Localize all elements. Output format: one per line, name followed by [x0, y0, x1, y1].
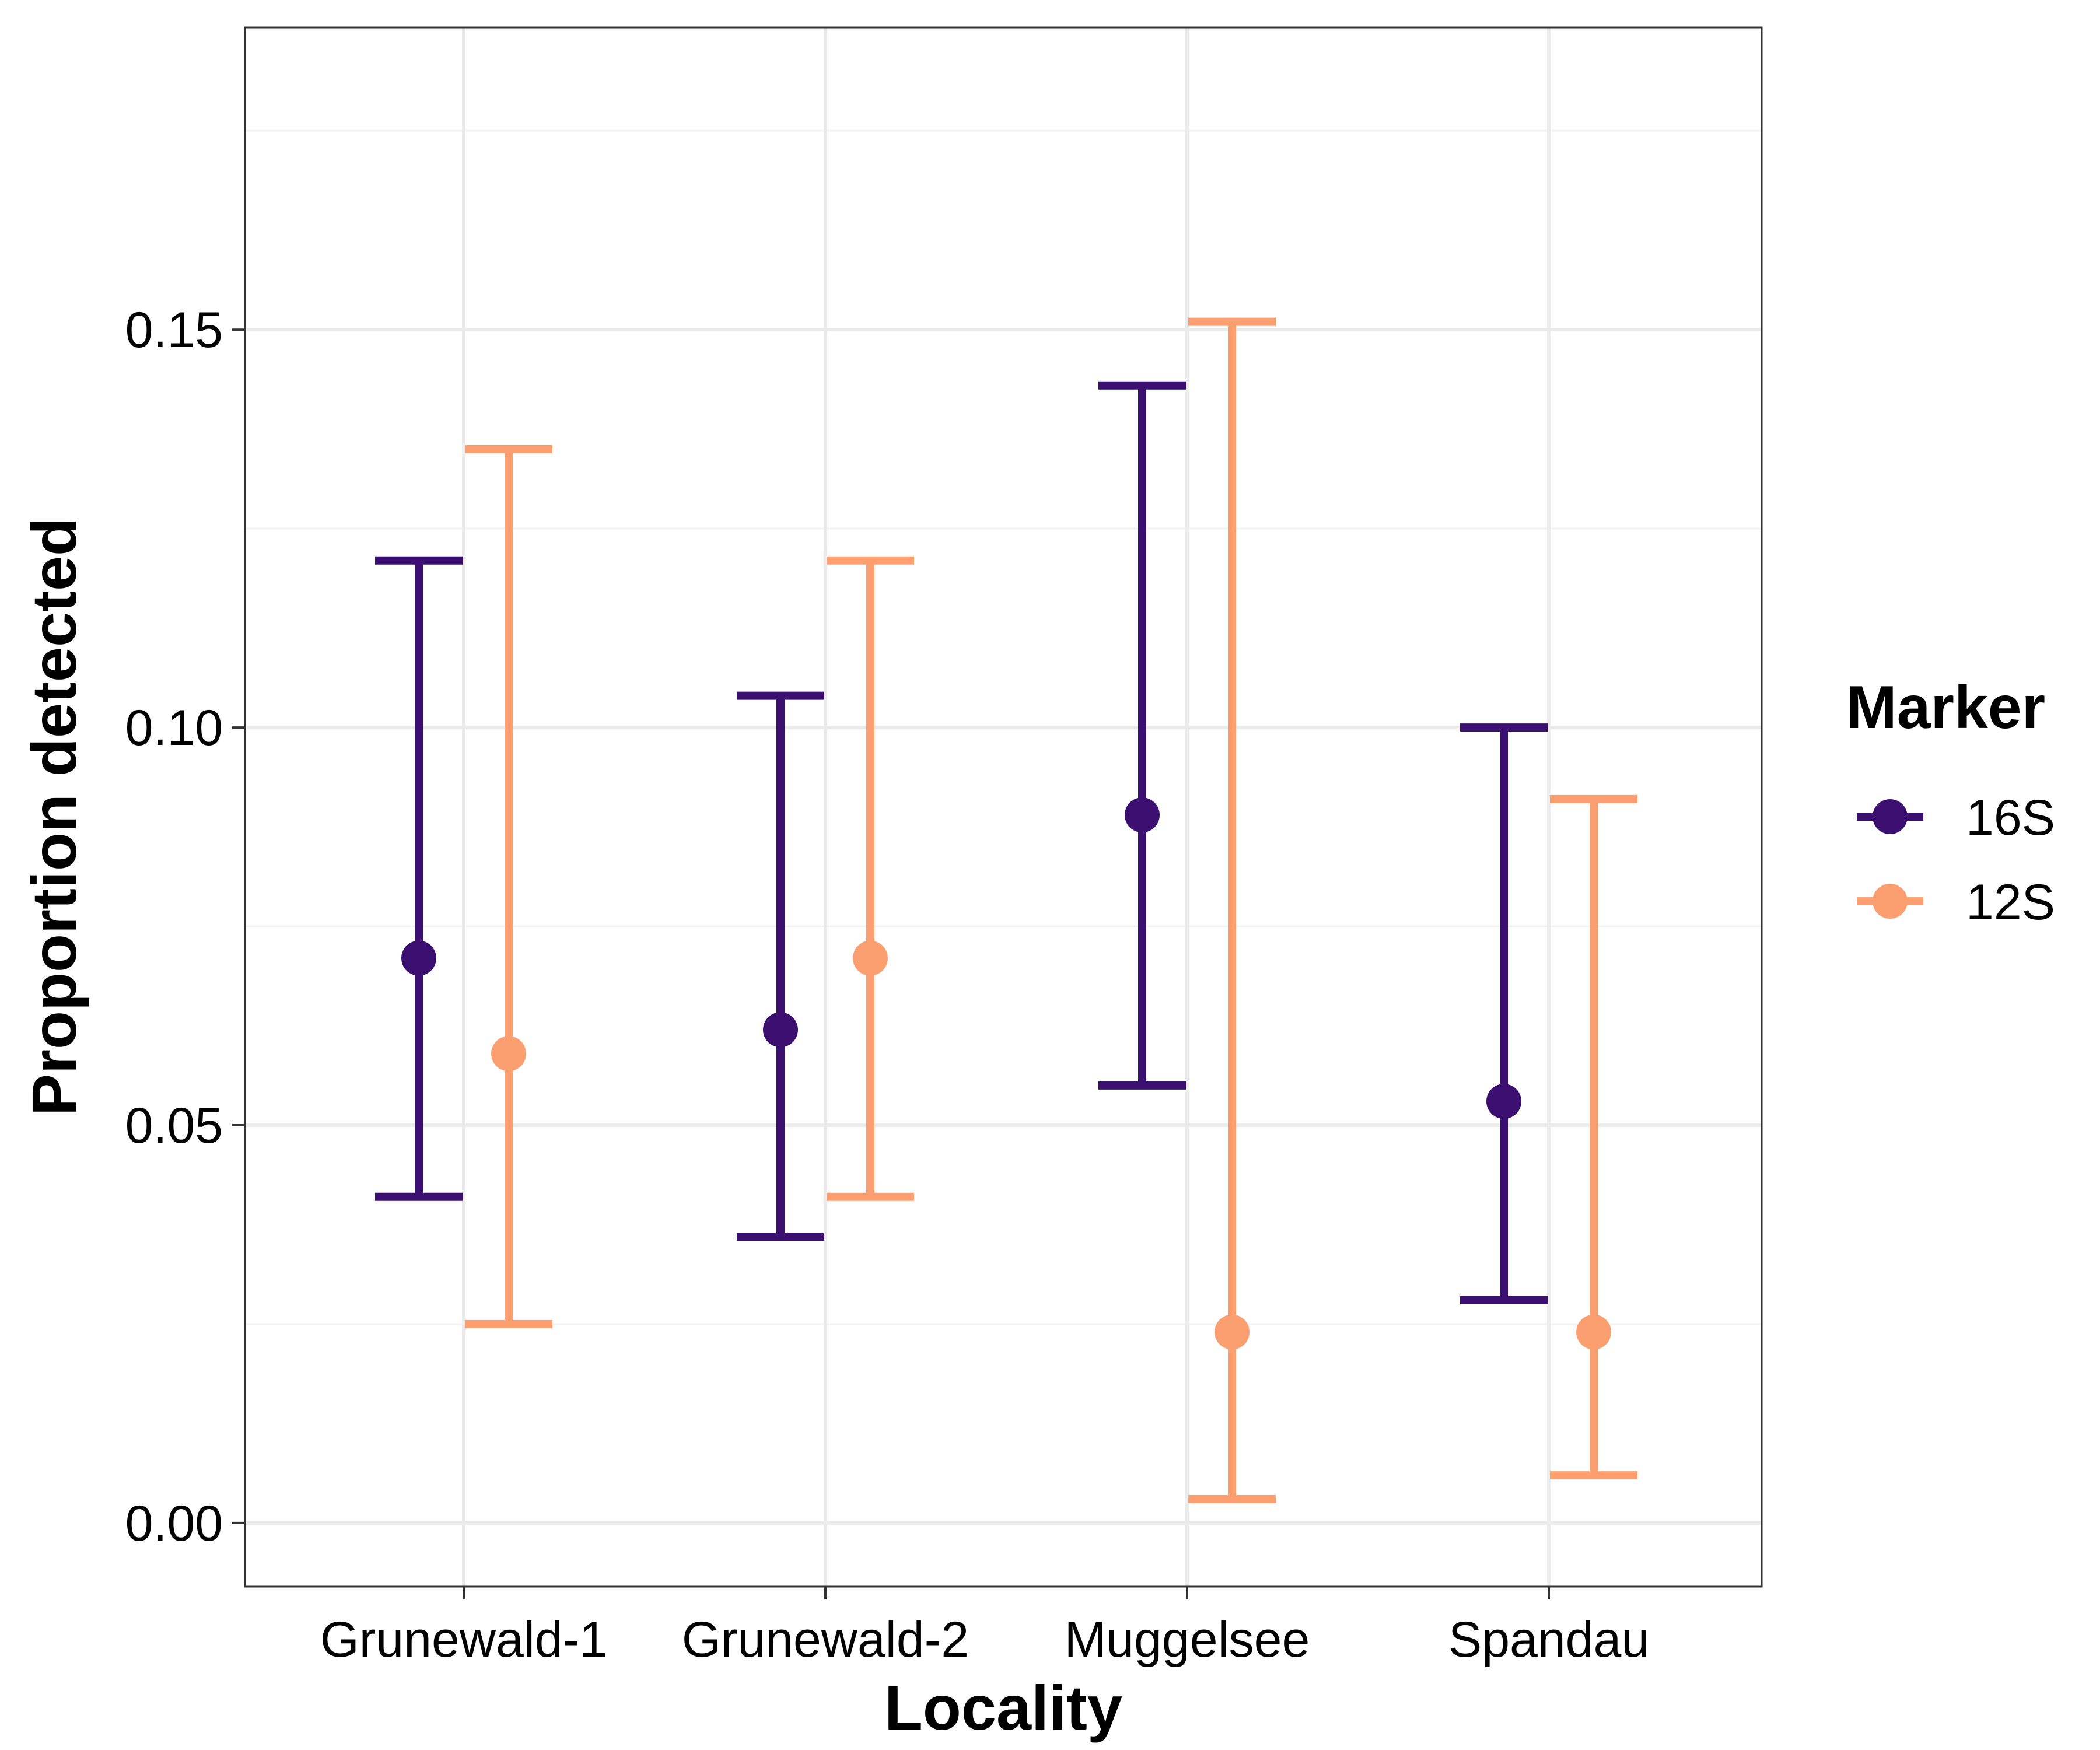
error-bar-marks [375, 317, 1637, 1503]
grid-lines [245, 27, 1762, 1587]
estimate-point [1576, 1314, 1611, 1350]
estimate-point [491, 1036, 526, 1072]
estimate-point [853, 940, 888, 976]
y-axis-title: Proportion detected [19, 517, 89, 1116]
legend: Marker 16S 12S [1846, 674, 2055, 930]
estimate-point [763, 1012, 798, 1048]
estimate-point [1214, 1314, 1250, 1350]
plot-panel [245, 27, 1762, 1587]
legend-key-point [1873, 884, 1908, 919]
estimate-point [401, 940, 436, 976]
x-tick-label: Grunewald-1 [320, 1612, 607, 1668]
y-tick-label: 0.05 [125, 1098, 223, 1154]
x-tick-label: Grunewald-2 [682, 1612, 969, 1668]
y-tick-label: 0.00 [125, 1496, 223, 1552]
x-axis-title: Locality [884, 1672, 1122, 1743]
legend-key-point [1873, 799, 1908, 834]
legend-title: Marker [1846, 674, 2045, 741]
x-tick-label: Spandau [1448, 1612, 1649, 1668]
axes: 0.00 0.05 0.10 0.15 Grunewald-1 Grunewald-2 Mu… [125, 302, 1650, 1668]
legend-label: 16S [1966, 790, 2055, 846]
y-tick-label: 0.10 [125, 700, 223, 756]
estimate-point [1125, 797, 1160, 833]
x-tick-label: Muggelsee [1065, 1612, 1310, 1668]
plot-border [244, 26, 1763, 1588]
estimate-point [1486, 1084, 1521, 1119]
y-tick-label: 0.15 [125, 302, 223, 358]
legend-label: 12S [1966, 874, 2055, 930]
